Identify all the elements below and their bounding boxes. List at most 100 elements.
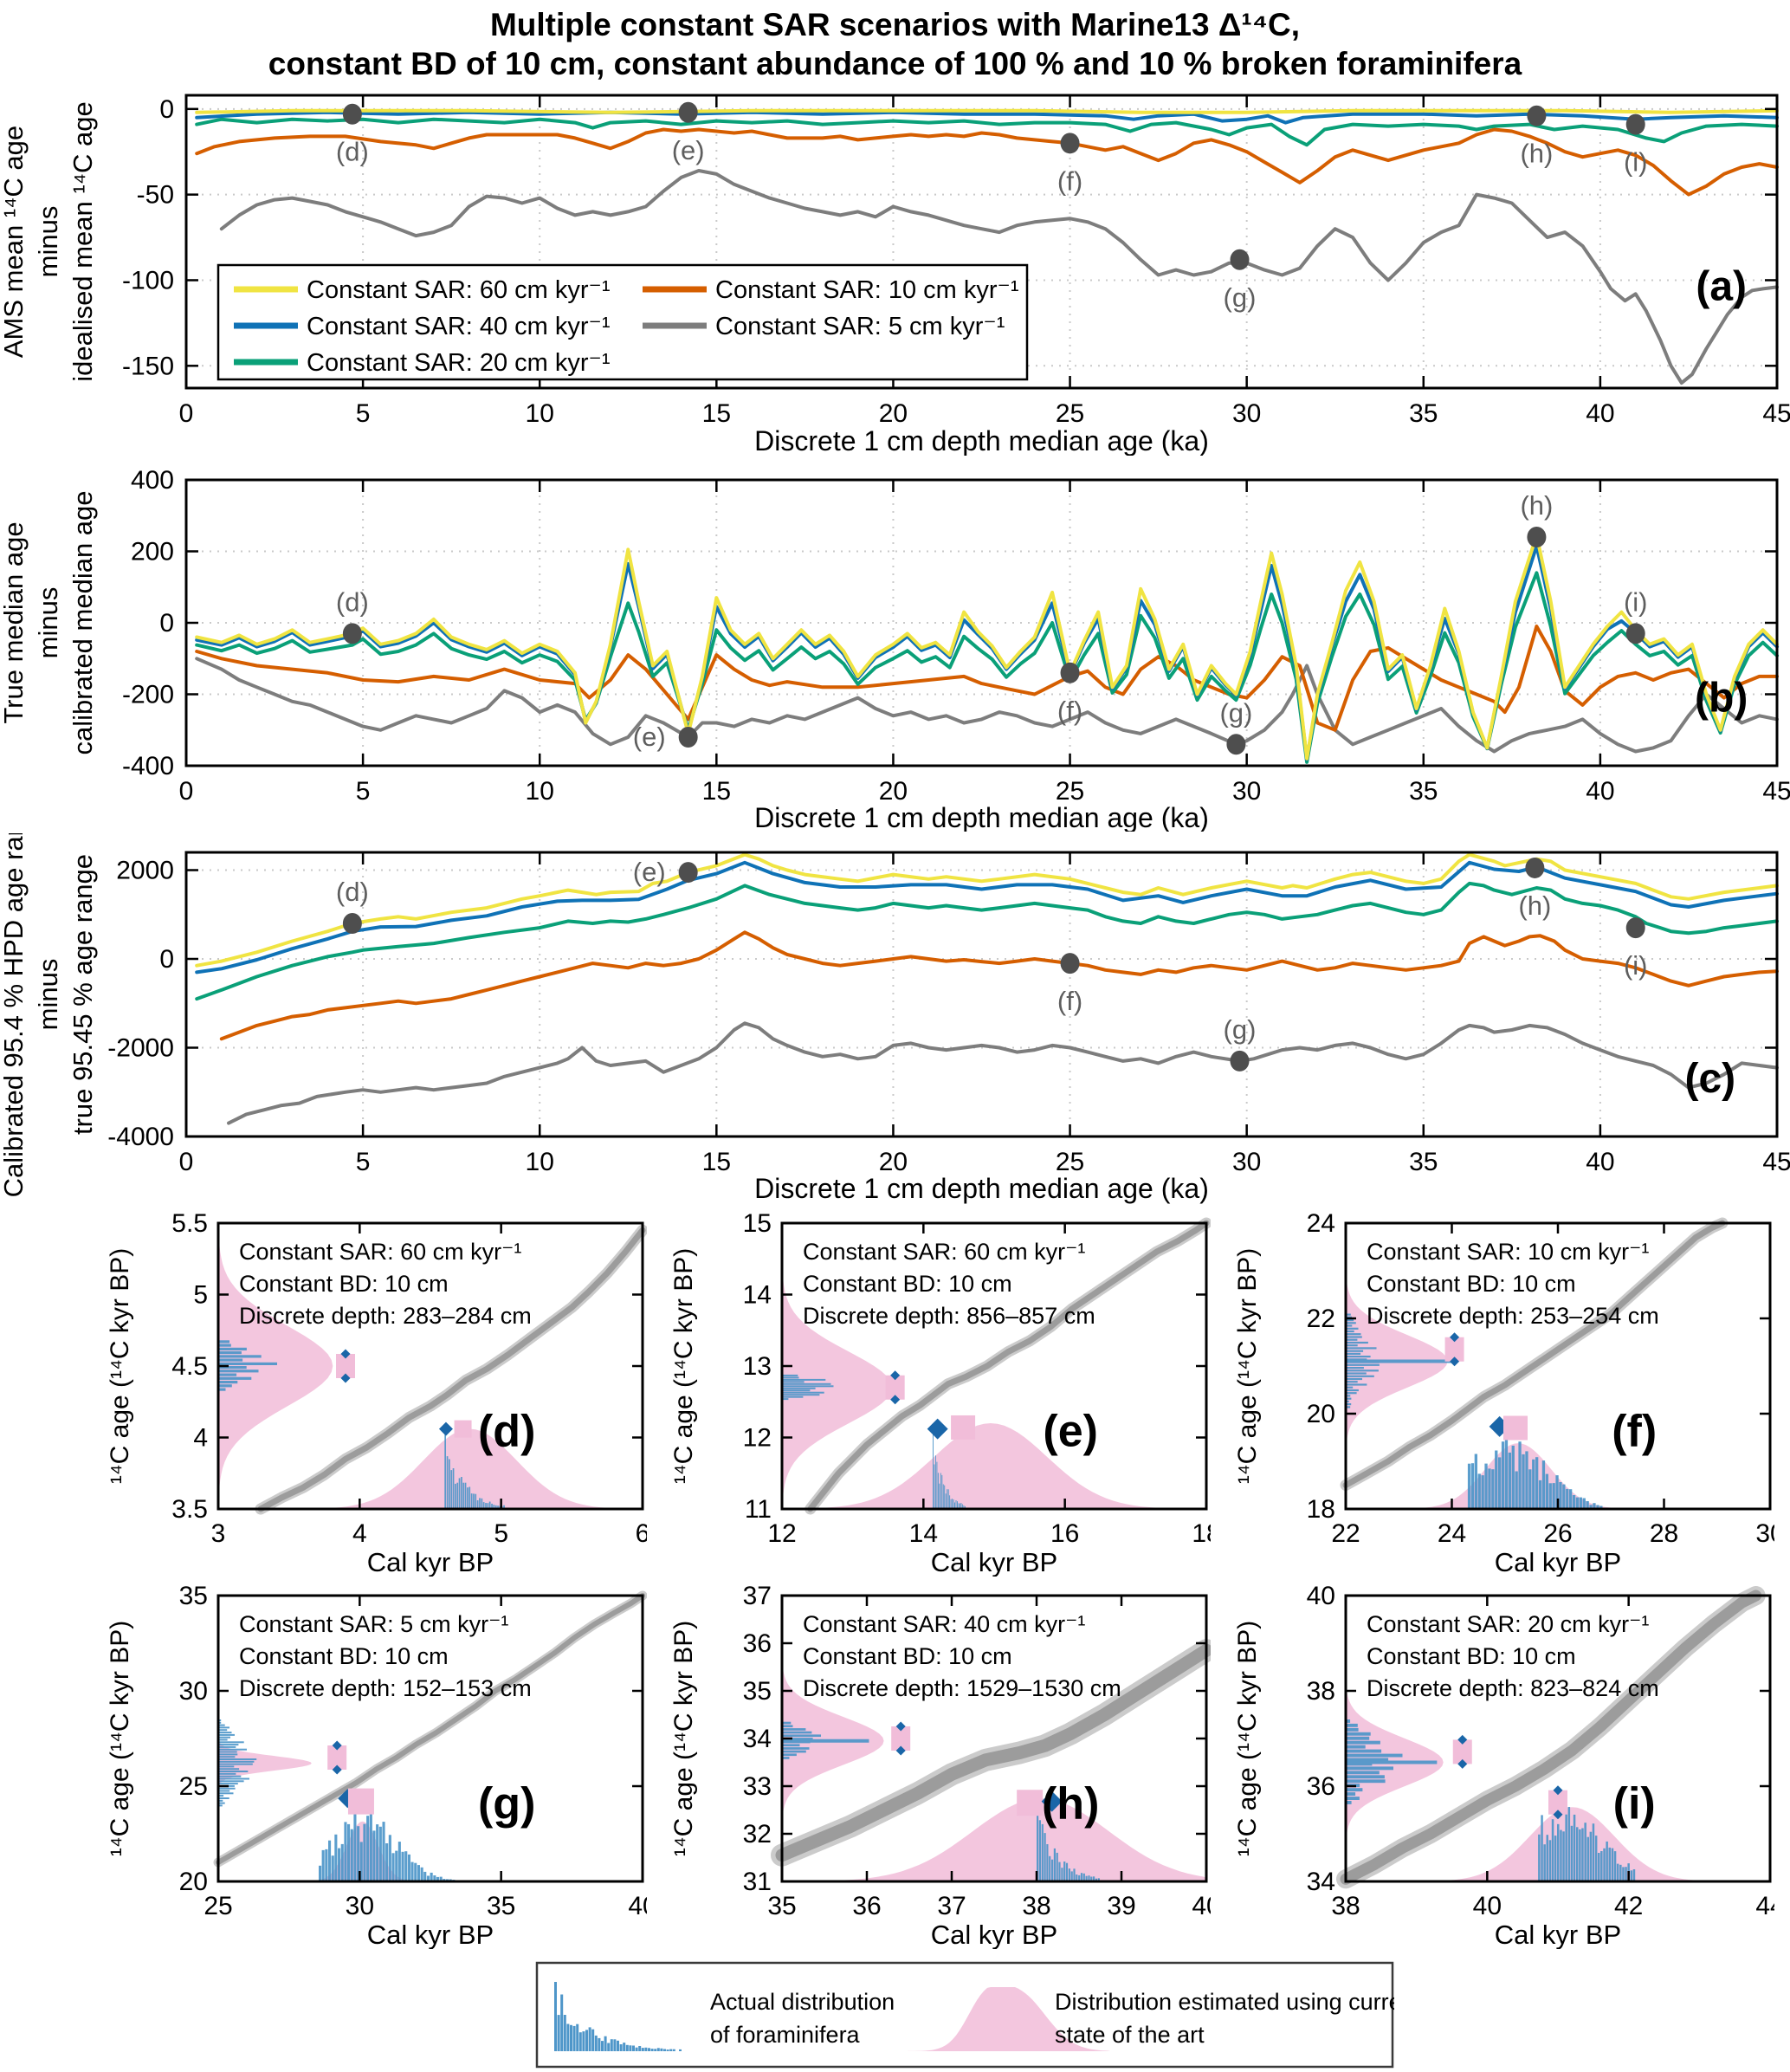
marker-label: (d) [336, 137, 369, 167]
x-tick-label: 20 [879, 777, 908, 806]
marker-dot-(i) [1625, 113, 1645, 135]
marker-dot-(g) [1226, 734, 1246, 755]
x-axis-label: Cal kyr BP [931, 1920, 1057, 1949]
y-axis-label-line: minus [33, 587, 63, 659]
inset-text-line: Constant BD: 10 cm [239, 1271, 449, 1297]
series [195, 533, 1779, 764]
inset-text-line: Discrete depth: 283–284 cm [239, 1303, 532, 1329]
marker-dot-(h) [1527, 105, 1547, 126]
x-tick-label: 22 [1331, 1519, 1360, 1548]
square-marker [1503, 1415, 1528, 1441]
axes-box [184, 94, 1779, 390]
diamond-marker [927, 1418, 948, 1440]
x-tick-label: 35 [1409, 777, 1438, 806]
panel-letter: (h) [1042, 1778, 1099, 1829]
legend-entry-label: Constant SAR: 60 cm kyr⁻¹ [307, 276, 611, 304]
x-tick-label: 5 [356, 399, 371, 428]
marker-dot-(e) [678, 862, 698, 884]
x-tick-label: 20 [879, 399, 908, 428]
marker-label: (f) [1057, 165, 1082, 196]
blue-left-histogram [218, 1719, 257, 1807]
legend-entry-label: Constant SAR: 20 cm kyr⁻¹ [307, 349, 611, 377]
x-tick-label: 30 [1232, 777, 1261, 806]
panel-letter: (b) [1695, 675, 1748, 721]
x-tick-label: 30 [1755, 1519, 1774, 1548]
y-axis-label: ¹⁴C age (¹⁴C kyr BP) [669, 1248, 698, 1484]
x-tick-label: 3 [211, 1519, 226, 1548]
marker-dot-(e) [678, 727, 698, 748]
square-marker [1452, 1739, 1472, 1764]
title-line-1: Multiple constant SAR scenarios with Mar… [489, 7, 1301, 42]
x-tick-label: 10 [526, 399, 554, 428]
y-tick-label: -50 [137, 181, 174, 210]
x-tick-label: 26 [1543, 1519, 1572, 1548]
y-tick-label: -2000 [107, 1034, 174, 1063]
distribution-legend-content: Actual distribution of foraminifera Distri… [535, 1961, 1394, 2069]
blue-bottom-histogram [319, 1810, 456, 1881]
legend-item-label: Actual distribution [710, 1989, 895, 2015]
x-axis-label: Cal kyr BP [931, 1547, 1057, 1577]
y-tick-label: 18 [1307, 1495, 1335, 1524]
axis-ticks [1344, 1221, 1772, 1511]
y-tick-label: 0 [159, 609, 174, 638]
panel-letter: (g) [478, 1778, 535, 1829]
pink-violin [218, 1741, 312, 1785]
y-tick-label: 30 [179, 1677, 208, 1706]
blue-bottom-histogram [444, 1434, 505, 1509]
diamond-marker [340, 1373, 351, 1383]
diamond-marker [890, 1370, 901, 1381]
y-tick-label: 20 [179, 1868, 208, 1896]
pink-bottom-distribution [837, 1798, 1206, 1881]
marker-label: (d) [336, 877, 369, 907]
x-tick-label: 39 [1107, 1892, 1135, 1920]
marker-label: (f) [1057, 696, 1082, 726]
inset-text-line: Discrete depth: 152–153 cm [239, 1675, 532, 1701]
series-yellow [195, 108, 1779, 114]
y-tick-label: 31 [743, 1868, 772, 1896]
marker-label: (f) [1057, 986, 1082, 1016]
series-green [195, 571, 1779, 764]
y-tick-label: 4.5 [171, 1352, 208, 1381]
pink-violin [782, 1280, 893, 1495]
marker-label: (g) [1224, 1014, 1257, 1045]
y-tick-label: 34 [1307, 1868, 1335, 1896]
y-axis-label: ¹⁴C age (¹⁴C kyr BP) [1233, 1248, 1262, 1484]
y-tick-label: 0 [159, 95, 174, 124]
panel-letter: (e) [1043, 1406, 1098, 1456]
square-marker [1017, 1790, 1044, 1816]
marker-dot-(f) [1060, 133, 1080, 154]
x-tick-label: 40 [1586, 777, 1614, 806]
square-marker [336, 1354, 355, 1378]
y-tick-label: 35 [179, 1582, 208, 1610]
marker-dot-(f) [1060, 953, 1080, 974]
x-tick-label: 35 [1409, 399, 1438, 428]
inset-text-line: Constant SAR: 5 cm kyr⁻¹ [239, 1611, 508, 1637]
x-tick-label: 35 [1409, 1148, 1438, 1176]
blue-bottom-histogram [1538, 1807, 1636, 1881]
marker-dot-(e) [678, 101, 698, 123]
legend-entry-label: Constant SAR: 5 cm kyr⁻¹ [715, 313, 1005, 340]
y-tick-label: 400 [131, 466, 174, 495]
marker-dot-(h) [1527, 527, 1547, 547]
x-tick-label: 38 [1331, 1892, 1360, 1920]
diamond-marker [332, 1740, 342, 1751]
y-tick-label: 4 [193, 1424, 208, 1453]
y-axis-label: ¹⁴C age (¹⁴C kyr BP) [106, 1248, 134, 1484]
pink-bottom-distribution [330, 1428, 611, 1509]
x-tick-label: 0 [179, 777, 194, 806]
diamond-marker [1553, 1810, 1563, 1820]
inset-text-line: Discrete depth: 1529–1530 cm [803, 1675, 1121, 1701]
x-tick-label: 25 [1056, 1148, 1084, 1176]
y-tick-label: 12 [743, 1424, 772, 1453]
panel-b-plot: 0 5 10 15 20 25 30 35 40 45 400 200 0 -200 -400 Discret… [0, 466, 1790, 832]
y-tick-label: 36 [743, 1629, 772, 1658]
series-gray [219, 169, 1779, 385]
y-axis-label-line: idealised mean ¹⁴C age [68, 101, 98, 382]
inset-text-line: Constant SAR: 20 cm kyr⁻¹ [1367, 1611, 1649, 1637]
inset-text-line: Constant BD: 10 cm [1367, 1271, 1576, 1297]
